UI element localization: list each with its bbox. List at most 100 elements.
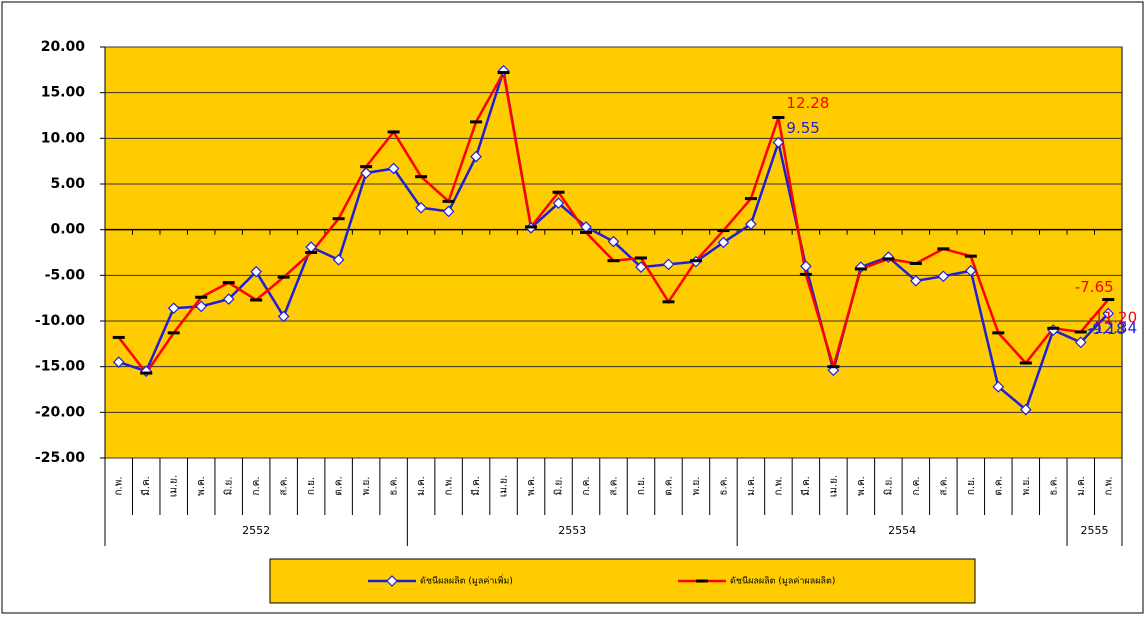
point — [387, 130, 400, 134]
point — [937, 270, 950, 283]
y-tick-label: -15.00 — [35, 359, 85, 375]
legend-label: ดัชนีผลผลิต (มูลค่าผลผลิต) — [730, 576, 835, 587]
y-tick-label: 5.00 — [50, 176, 85, 192]
point — [964, 264, 977, 277]
point — [470, 150, 482, 163]
data-label: 12.28 — [786, 94, 829, 112]
x-tick-label: ก.พ. — [444, 476, 455, 495]
point — [992, 331, 1005, 335]
x-tick-label: ส.ค. — [609, 476, 620, 495]
x-tick-label: ก.ค. — [911, 476, 922, 495]
point — [662, 300, 675, 304]
point — [332, 253, 345, 266]
point — [909, 261, 922, 265]
point — [689, 259, 702, 263]
point — [305, 251, 318, 254]
y-tick-label: 10.00 — [41, 130, 86, 146]
data-label: -7.65 — [1075, 278, 1114, 296]
point — [799, 272, 812, 276]
x-tick-label: มี.ค. — [800, 476, 812, 496]
point — [525, 225, 538, 229]
x-tick-label: ม.ค. — [1076, 476, 1087, 496]
point — [882, 251, 895, 263]
y-tick-label: 20.00 — [41, 39, 86, 55]
y-tick-label: -20.00 — [35, 404, 85, 420]
point — [442, 205, 455, 218]
x-tick-label: ธ.ค. — [1048, 476, 1059, 495]
group-label: 2555 — [1081, 524, 1109, 537]
point — [827, 365, 840, 369]
point — [195, 300, 208, 313]
x-tick-label: พ.ค. — [526, 476, 537, 496]
point — [140, 371, 153, 375]
point — [635, 261, 647, 273]
x-tick-label: เม.ย. — [828, 475, 839, 497]
point — [744, 197, 757, 201]
x-tick-label: ก.พ. — [114, 476, 125, 495]
x-tick-label: มี.ค. — [140, 476, 152, 496]
point — [332, 217, 345, 221]
x-tick-label: พ.ย. — [361, 477, 372, 496]
point — [580, 230, 593, 234]
x-tick-label: ก.พ. — [773, 476, 784, 495]
point — [1102, 298, 1115, 302]
x-tick-label: ก.ย. — [306, 477, 317, 495]
point — [277, 310, 290, 323]
x-tick-label: มิ.ย. — [224, 477, 235, 496]
point — [552, 190, 565, 194]
x-tick-label: ก.พ. — [1103, 476, 1114, 495]
point — [910, 274, 922, 287]
point — [1019, 361, 1032, 365]
x-tick-label: พ.ย. — [1021, 477, 1032, 496]
point — [442, 199, 455, 203]
point — [250, 265, 263, 278]
point — [277, 275, 290, 279]
x-tick-label: เม.ย. — [169, 475, 180, 497]
point — [167, 302, 180, 315]
point — [112, 335, 125, 339]
point — [497, 71, 510, 75]
group-label: 2552 — [242, 524, 270, 537]
x-tick-label: ก.ย. — [966, 477, 977, 495]
point — [1074, 330, 1087, 334]
point — [360, 165, 373, 169]
point — [696, 579, 708, 583]
point — [1074, 336, 1087, 349]
point — [1019, 403, 1032, 416]
point — [745, 218, 757, 231]
x-tick-label: พ.ค. — [856, 476, 867, 496]
point — [717, 236, 730, 249]
x-tick-label: มิ.ย. — [883, 477, 894, 496]
x-tick-label: ต.ค. — [993, 476, 1004, 496]
point — [772, 136, 785, 149]
x-tick-label: ต.ค. — [663, 476, 674, 496]
point — [607, 259, 620, 263]
y-tick-label: 15.00 — [41, 85, 86, 101]
point — [222, 293, 235, 305]
x-tick-label: ต.ค. — [334, 476, 345, 496]
point — [386, 575, 398, 587]
point — [854, 267, 867, 271]
x-tick-label: ส.ค. — [279, 476, 290, 495]
y-tick-label: 0.00 — [50, 222, 85, 238]
point — [717, 229, 730, 233]
point — [634, 256, 647, 260]
point — [415, 201, 427, 214]
data-label: -11.20 — [1089, 308, 1137, 326]
y-tick-label: -10.00 — [35, 313, 85, 329]
y-tick-label: -5.00 — [45, 267, 86, 283]
point — [607, 235, 620, 248]
point — [222, 281, 235, 285]
point — [882, 257, 895, 261]
y-tick-label: -25.00 — [35, 450, 85, 466]
x-tick-label: พ.ย. — [691, 477, 702, 496]
x-tick-label: ธ.ค. — [718, 476, 729, 495]
point — [470, 120, 483, 124]
x-tick-label: ส.ค. — [938, 476, 949, 495]
x-tick-label: มิ.ย. — [554, 477, 565, 496]
point — [964, 254, 977, 258]
point — [800, 260, 812, 273]
x-tick-label: ก.ค. — [251, 476, 262, 495]
point — [662, 258, 675, 271]
